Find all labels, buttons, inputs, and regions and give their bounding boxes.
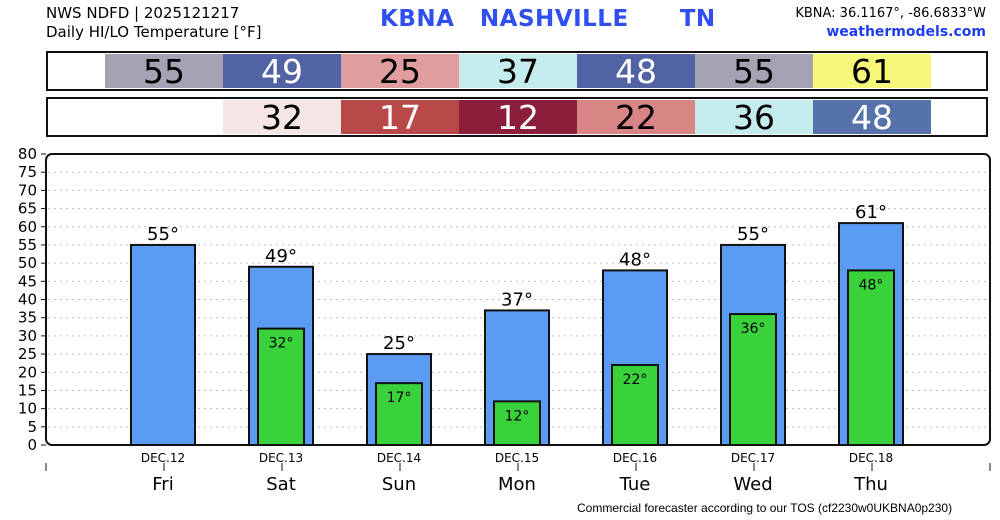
low-temp-bar <box>375 382 423 447</box>
lo_band-cell: 36 <box>695 100 813 136</box>
day-label: Fri <box>152 474 173 495</box>
high-temp-label: 55° <box>147 224 179 245</box>
date-label: DEC.16 <box>613 451 657 465</box>
low-temp-bar <box>493 400 541 447</box>
y-tick-label: 35 <box>18 309 37 327</box>
high-temp-bar <box>130 243 196 446</box>
hi_band-cell: 37 <box>459 54 577 90</box>
y-tick-label: 75 <box>18 163 37 181</box>
low-temp-bar <box>729 313 777 446</box>
y-tick-label: 10 <box>18 400 37 418</box>
date-label: DEC.14 <box>377 451 421 465</box>
day-label: Thu <box>853 474 888 495</box>
coordinates-label: KBNA: 36.1167°, -86.6833°W <box>795 6 986 21</box>
high-temp-label: 48° <box>619 249 651 270</box>
high-temp-label: 55° <box>737 224 769 245</box>
low-temp-label: 22° <box>623 372 648 388</box>
lo_band-cell: 32 <box>223 100 341 136</box>
model-run-label: NWS NDFD | 2025121217 <box>46 4 240 22</box>
high-temp-label: 37° <box>501 289 533 310</box>
low-temp-label: 32° <box>269 336 294 352</box>
lo_band-cell: 12 <box>459 100 577 136</box>
day-label: Sat <box>266 474 296 495</box>
y-tick-label: 20 <box>18 363 37 381</box>
low-temp-label: 48° <box>859 277 884 293</box>
lo_band-cell: 48 <box>813 100 931 136</box>
hi_band-cell: 48 <box>577 54 695 90</box>
lo_band-cell: 17 <box>341 100 459 136</box>
high-temp-label: 49° <box>265 246 297 267</box>
low-temp-bar <box>257 327 305 447</box>
y-tick-label: 40 <box>18 291 37 309</box>
y-tick-label: 0 <box>27 436 37 454</box>
product-label: Daily HI/LO Temperature [°F] <box>46 23 262 41</box>
low-temp-band: 32 17 12 22 36 48 <box>46 97 988 137</box>
low-temp-label: 36° <box>741 321 766 337</box>
station-title: KBNA NASHVILLE TN <box>380 6 716 32</box>
hi_band-cell: 25 <box>341 54 459 90</box>
hi_band-cell: 49 <box>223 54 341 90</box>
low-temp-label: 12° <box>505 408 530 424</box>
y-tick-label: 60 <box>18 218 37 236</box>
hi_band-cell: 55 <box>105 54 223 90</box>
high-temp-label: 61° <box>855 202 887 223</box>
low-temp-bar <box>611 363 659 447</box>
date-label: DEC.12 <box>141 451 185 465</box>
lo_band-cell <box>105 100 223 134</box>
site-link[interactable]: weathermodels.com <box>826 24 986 40</box>
footer-note: Commercial forecaster according to our T… <box>577 501 953 515</box>
day-label: Mon <box>498 474 536 495</box>
y-tick-label: 65 <box>18 200 37 218</box>
header-right: KBNA: 36.1167°, -86.6833°W weathermodels… <box>795 4 986 42</box>
y-tick-label: 5 <box>27 418 37 436</box>
date-label: DEC.13 <box>259 451 303 465</box>
y-tick-label: 55 <box>18 236 37 254</box>
day-label: Tue <box>619 474 651 495</box>
y-tick-label: 15 <box>18 381 37 399</box>
y-tick-label: 25 <box>18 345 37 363</box>
y-tick-label: 50 <box>18 254 37 272</box>
day-label: Sun <box>382 474 416 495</box>
header-left: NWS NDFD | 2025121217 Daily HI/LO Temper… <box>46 4 262 42</box>
hi_band-cell: 61 <box>813 54 931 90</box>
day-label: Wed <box>733 474 772 495</box>
low-temp-bar <box>847 269 895 446</box>
date-label: DEC.17 <box>731 451 775 465</box>
y-tick-label: 80 <box>18 145 37 163</box>
y-tick-label: 30 <box>18 327 37 345</box>
hi_band-cell: 55 <box>695 54 813 90</box>
high-temp-label: 25° <box>383 333 415 354</box>
lo_band-cell: 22 <box>577 100 695 136</box>
low-temp-label: 17° <box>387 390 412 406</box>
y-tick-label: 70 <box>18 181 37 199</box>
y-tick-label: 45 <box>18 272 37 290</box>
date-label: DEC.15 <box>495 451 539 465</box>
high-temp-band: 55 49 25 37 48 55 61 <box>46 51 988 91</box>
date-label: DEC.18 <box>849 451 893 465</box>
